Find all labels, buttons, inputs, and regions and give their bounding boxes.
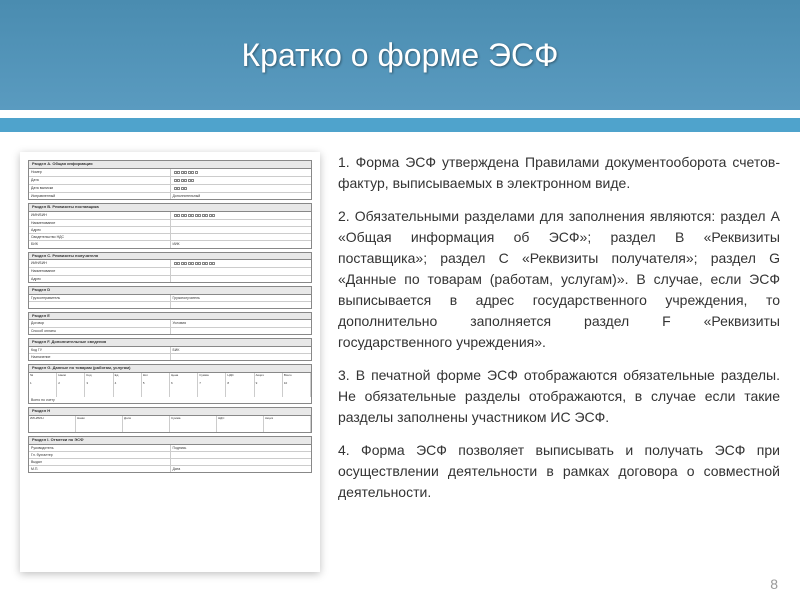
paragraph-4: 4. Форма ЭСФ позволяет выписывать и полу… — [338, 440, 780, 503]
form-section-e-heading: Раздел E — [29, 313, 311, 321]
form-section-f-heading: Раздел F. Дополнительные сведения — [29, 339, 311, 347]
form-section-c-heading: Раздел C. Реквизиты получателя — [29, 253, 311, 261]
form-section-h-heading: Раздел H — [29, 408, 311, 416]
form-section-d-heading: Раздел D — [29, 287, 311, 295]
divider-accent — [0, 118, 800, 132]
slide-title: Кратко о форме ЭСФ — [242, 37, 559, 74]
form-section-g-heading: Раздел G. Данные по товарам (работам, ус… — [29, 365, 311, 373]
paragraph-2: 2. Обязательными разделами для заполнени… — [338, 206, 780, 353]
divider-white — [0, 110, 800, 118]
form-preview-thumbnail: Раздел A. Общая информация Номер Дата Да… — [20, 152, 320, 572]
content-area: Раздел A. Общая информация Номер Дата Да… — [0, 132, 800, 600]
form-section-b-heading: Раздел B. Реквизиты поставщика — [29, 204, 311, 212]
text-content: 1. Форма ЭСФ утверждена Правилами докуме… — [338, 152, 780, 590]
paragraph-1: 1. Форма ЭСФ утверждена Правилами докуме… — [338, 152, 780, 194]
form-section-a-heading: Раздел A. Общая информация — [29, 161, 311, 169]
slide-header: Кратко о форме ЭСФ — [0, 0, 800, 110]
form-section-i-heading: Раздел I. Отметки по ЭСФ — [29, 437, 311, 445]
page-number: 8 — [770, 576, 778, 592]
paragraph-3: 3. В печатной форме ЭСФ отображаются обя… — [338, 365, 780, 428]
